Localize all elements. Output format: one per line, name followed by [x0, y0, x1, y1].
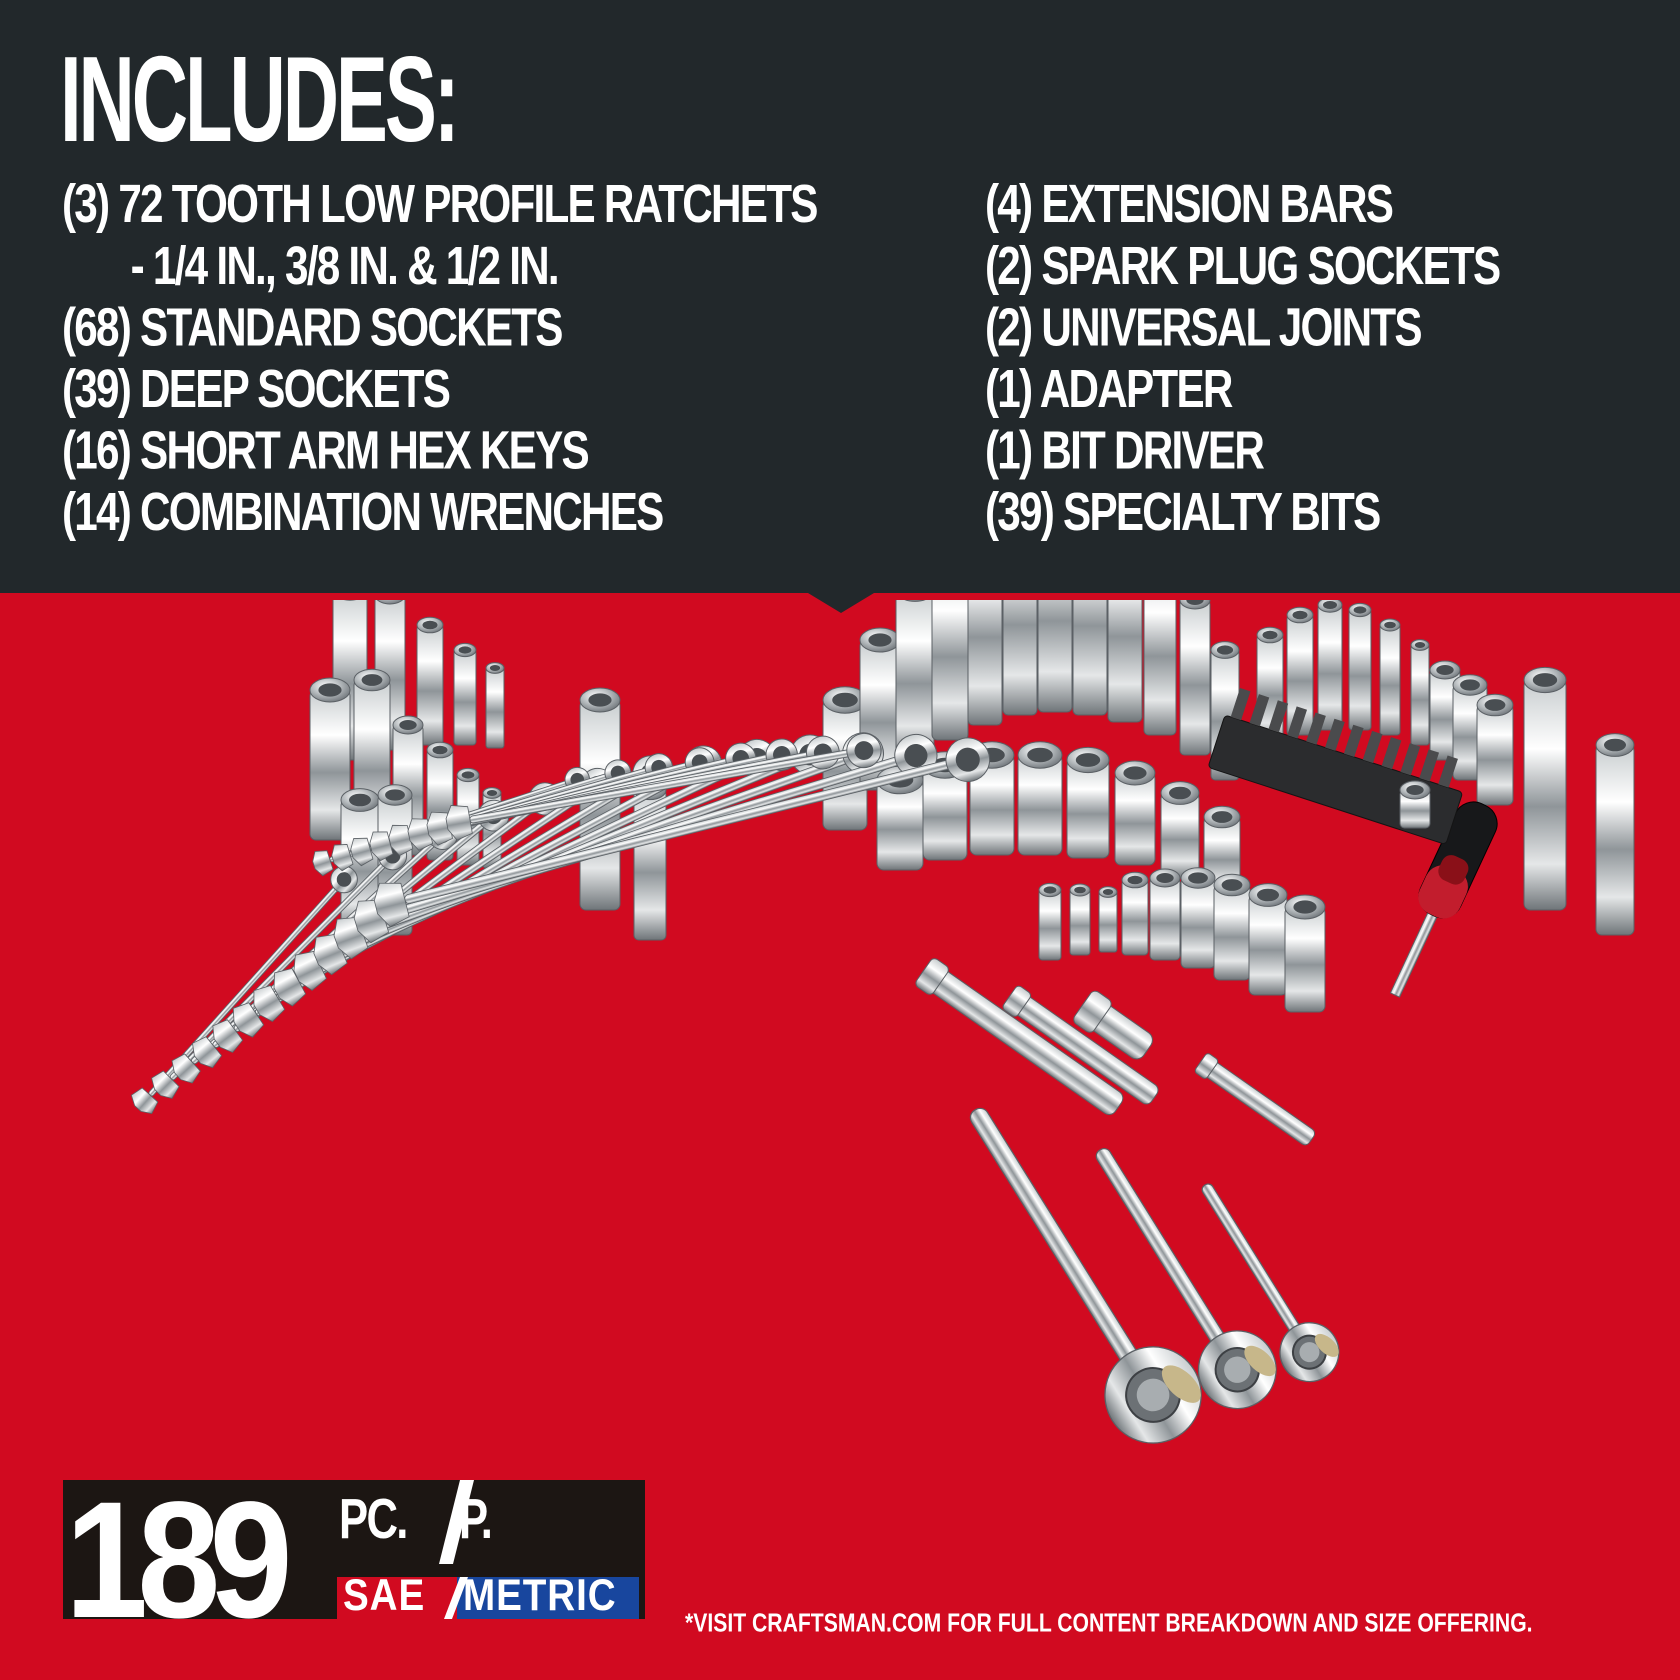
svg-text:PC.: PC. [339, 1487, 407, 1551]
svg-text:METRIC: METRIC [463, 1570, 617, 1619]
svg-text:SAE: SAE [343, 1570, 425, 1619]
svg-text:P.: P. [459, 1487, 491, 1551]
